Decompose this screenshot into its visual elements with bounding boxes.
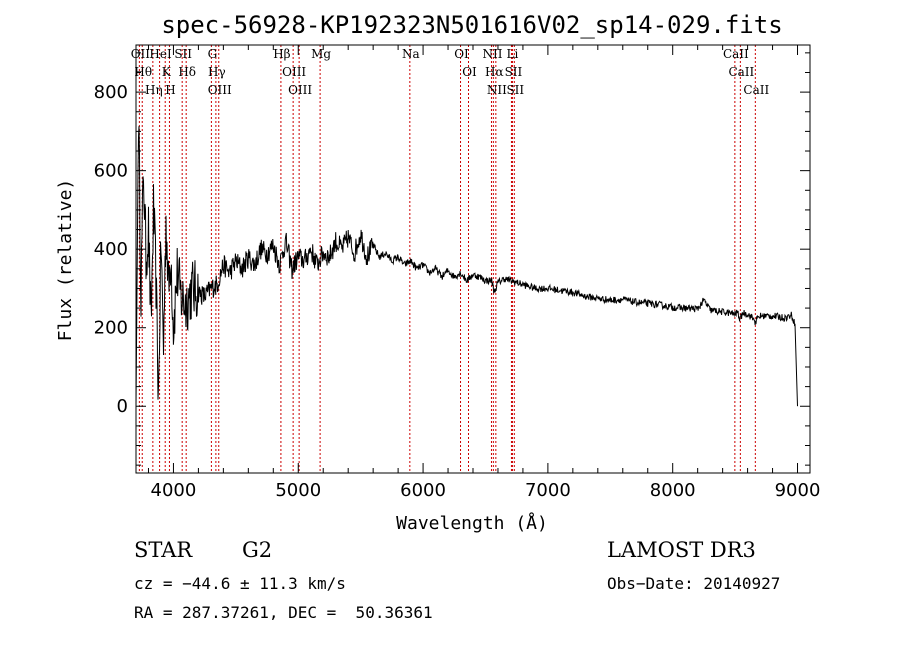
line-marker-label: OII xyxy=(131,47,151,61)
line-marker-label: Hβ xyxy=(273,47,290,61)
line-marker-label: Hδ xyxy=(178,65,196,79)
survey-name: LAMOST DR3 xyxy=(607,538,756,562)
x-tick-label: 4000 xyxy=(151,480,197,501)
y-tick-label: 400 xyxy=(94,239,128,260)
spectrum-line xyxy=(135,126,798,407)
line-marker-labels: OII Hθ Hη HeI KH SII Hδ G Hγ OIII Hβ OIII OIII Mg Na OI… xyxy=(131,47,770,97)
observation-date: Obs−Date: 20140927 xyxy=(607,574,781,593)
coordinates: RA = 287.37261, DEC = 50.36361 xyxy=(134,603,433,622)
plot-frame xyxy=(135,44,811,474)
line-marker-label: Li xyxy=(507,47,519,61)
redshift-velocity: cz = −44.6 ± 11.3 km/s xyxy=(134,574,346,593)
object-class: STAR xyxy=(134,538,193,562)
x-tick-label: 9000 xyxy=(775,480,821,501)
y-tick-label: 600 xyxy=(94,161,128,182)
line-marker-label: SII xyxy=(174,47,192,61)
line-marker-label: Hθ xyxy=(134,65,152,79)
x-axis-ticks: 4000 5000 6000 7000 8000 9000 xyxy=(147,45,821,501)
line-markers xyxy=(138,45,756,473)
line-marker-label: Hγ xyxy=(208,65,226,79)
line-marker-label: OIII xyxy=(282,65,306,79)
y-tick-label: 0 xyxy=(117,396,128,417)
line-marker-label: OI xyxy=(454,47,469,61)
line-marker-label: Hη xyxy=(145,83,163,97)
line-marker-label: SII xyxy=(505,65,523,79)
line-marker-label: CaII xyxy=(723,47,749,61)
line-marker-label: Mg xyxy=(311,47,331,61)
y-tick-label: 200 xyxy=(94,318,128,339)
line-marker-label: G xyxy=(208,47,218,61)
x-tick-label: 5000 xyxy=(275,480,321,501)
line-marker-label: K xyxy=(162,65,172,79)
line-marker-label: Na xyxy=(402,47,420,61)
object-subclass: G2 xyxy=(242,538,273,562)
line-marker-label: SII xyxy=(506,83,524,97)
y-tick-label: 800 xyxy=(94,82,128,103)
line-marker-label: OIII xyxy=(288,83,312,97)
line-marker-label: CaII xyxy=(743,83,769,97)
x-axis-label: Wavelength (Å) xyxy=(396,512,548,534)
chart-title: spec-56928-KP192323N501616V02_sp14-029.f… xyxy=(161,11,782,39)
line-marker-label: OIII xyxy=(208,83,232,97)
x-tick-label: 7000 xyxy=(525,480,571,501)
line-marker-label: H xyxy=(165,83,175,97)
line-marker-label: Hα xyxy=(485,65,504,79)
x-tick-label: 6000 xyxy=(400,480,446,501)
x-tick-label: 8000 xyxy=(650,480,696,501)
line-marker-label: NII xyxy=(482,47,502,61)
line-marker-label: NII xyxy=(487,83,507,97)
line-marker-label: CaII xyxy=(728,65,754,79)
y-axis-ticks: 0 200 400 600 800 xyxy=(94,52,810,466)
y-axis-label: Flux (relative) xyxy=(55,179,76,342)
line-marker-label: HeI xyxy=(149,47,172,61)
line-marker-label: OI xyxy=(462,65,477,79)
